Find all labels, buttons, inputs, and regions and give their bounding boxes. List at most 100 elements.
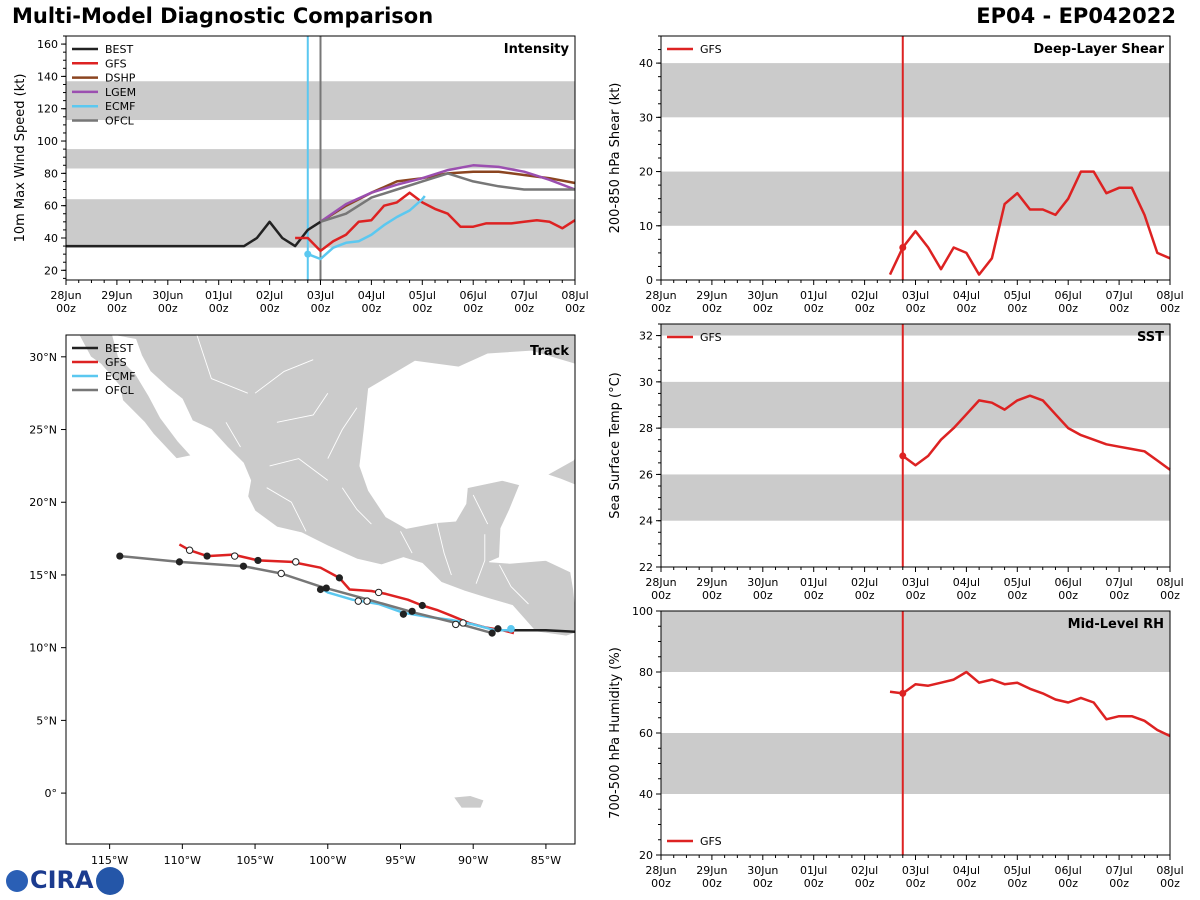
shear-xtick-sublabel: 00z (651, 302, 671, 315)
sst-xtick-label: 03Jul (902, 576, 929, 589)
sst-xtick-sublabel: 00z (1007, 589, 1027, 602)
cira-logo: CIRA (4, 866, 124, 895)
rh-xtick-sublabel: 00z (906, 877, 926, 890)
intensity-xtick-label: 01Jul (205, 289, 232, 302)
track-dot-open (452, 620, 460, 629)
rh-band (661, 611, 1170, 672)
rh-ytick-label: 60 (639, 727, 653, 740)
shear-ylabel: 200-850 hPa Shear (kt) (608, 83, 623, 234)
track-boundary (225, 422, 241, 448)
track-dot-open (363, 597, 371, 605)
sst-ytick-label: 24 (639, 515, 653, 528)
intensity-marker (304, 250, 312, 258)
intensity-xtick-sublabel: 00z (412, 302, 432, 315)
sst-ytick-label: 22 (639, 561, 653, 574)
track-dot-filled (494, 625, 502, 633)
rh-panel (656, 610, 1171, 860)
sst-ylabel: Sea Surface Temp (°C) (608, 372, 623, 519)
track-land-cuba (546, 457, 575, 486)
track-boundary (276, 392, 329, 423)
track-dot-open (459, 619, 467, 627)
intensity-xtick-sublabel: 00z (158, 302, 178, 315)
track-xtick-label: 100°W (309, 854, 346, 867)
shear-xtick-label: 08Jul (1156, 289, 1183, 302)
intensity-legend-label: OFCL (105, 115, 135, 128)
storm-id: EP04 - EP042022 (976, 4, 1176, 28)
intensity-legend-label: BEST (105, 43, 133, 56)
rh-xtick-label: 04Jul (953, 864, 980, 877)
sst-xtick-label: 06Jul (1055, 576, 1082, 589)
intensity-series-ofcl (320, 172, 575, 223)
shear-xtick-label: 05Jul (1004, 289, 1031, 302)
rh-xtick-sublabel: 00z (702, 877, 722, 890)
intensity-ytick-label: 40 (44, 232, 58, 245)
shear-xtick-sublabel: 00z (1109, 302, 1129, 315)
sst-xtick-label: 29Jun (696, 576, 727, 589)
track-ytick-label: 30°N (29, 351, 57, 364)
track-dot-filled (488, 629, 496, 637)
shear-xtick-label: 01Jul (800, 289, 827, 302)
rh-xtick-sublabel: 00z (855, 877, 875, 890)
rh-xtick-label: 29Jun (696, 864, 727, 877)
shear-xtick-label: 02Jul (851, 289, 878, 302)
track-dot-filled (316, 585, 325, 594)
track-land-baja (78, 335, 192, 460)
rh-ytick-label: 100 (632, 605, 653, 618)
track-land-mexico (66, 335, 575, 637)
track-boundary (499, 564, 529, 605)
sst-xtick-label: 02Jul (851, 576, 878, 589)
track-xtick-label: 110°W (164, 854, 201, 867)
sst-band (661, 324, 1170, 336)
intensity-legend-label: LGEM (105, 86, 136, 99)
intensity-xtick-sublabel: 00z (362, 302, 382, 315)
track-dot-filled (239, 562, 248, 570)
rh-xtick-sublabel: 00z (1160, 877, 1180, 890)
intensity-panel (61, 35, 576, 285)
track-xtick-label: 115°W (91, 854, 128, 867)
sst-xtick-sublabel: 00z (1160, 589, 1180, 602)
rh-xtick-label: 08Jul (1156, 864, 1183, 877)
track-dot-filled (322, 584, 330, 592)
track-ytick-label: 25°N (29, 424, 57, 437)
rh-xtick-sublabel: 00z (957, 877, 977, 890)
intensity-ytick-label: 100 (37, 135, 58, 148)
intensity-xtick-label: 02Jul (256, 289, 283, 302)
shear-ytick-label: 10 (639, 220, 653, 233)
intensity-xtick-label: 30Jun (152, 289, 183, 302)
intensity-series-best (66, 220, 322, 248)
rh-xtick-label: 05Jul (1004, 864, 1031, 877)
intensity-xtick-label: 28Jun (50, 289, 81, 302)
intensity-xtick-sublabel: 00z (260, 302, 280, 315)
sst-band (661, 381, 1170, 429)
track-dot-filled (399, 610, 407, 618)
shear-xtick-sublabel: 00z (957, 302, 977, 315)
sst-ytick-label: 32 (639, 330, 653, 343)
sst-xtick-sublabel: 00z (855, 589, 875, 602)
shear-marker (899, 243, 907, 251)
globe-icon (95, 867, 124, 895)
rh-xtick-sublabel: 00z (1007, 877, 1027, 890)
logo-text: CIRA (30, 866, 94, 894)
intensity-xtick-sublabel: 00z (209, 302, 229, 315)
track-dot-filled (335, 574, 344, 582)
track-dot-filled (254, 556, 262, 565)
shear-band (661, 63, 1170, 118)
track-lines (116, 543, 575, 637)
shear-ytick-label: 40 (639, 57, 653, 70)
track-boundary (436, 522, 452, 576)
sst-xtick-sublabel: 00z (1058, 589, 1078, 602)
rh-ytick-label: 40 (639, 788, 653, 801)
track-legend-label: BEST (105, 342, 133, 355)
page-title: Multi-Model Diagnostic Comparison (12, 4, 434, 28)
intensity-legend-label: DSHP (105, 72, 136, 85)
sst-xtick-sublabel: 00z (753, 589, 773, 602)
shear-ytick-label: 20 (639, 166, 653, 179)
intensity-ytick-label: 140 (37, 70, 58, 83)
track-dot-filled (175, 558, 184, 566)
track-dot-open (292, 558, 300, 566)
track-dot-open (185, 546, 194, 554)
track-boundary (475, 534, 486, 584)
track-dot-filled (203, 552, 211, 560)
track-ecmf-marker (507, 624, 515, 633)
